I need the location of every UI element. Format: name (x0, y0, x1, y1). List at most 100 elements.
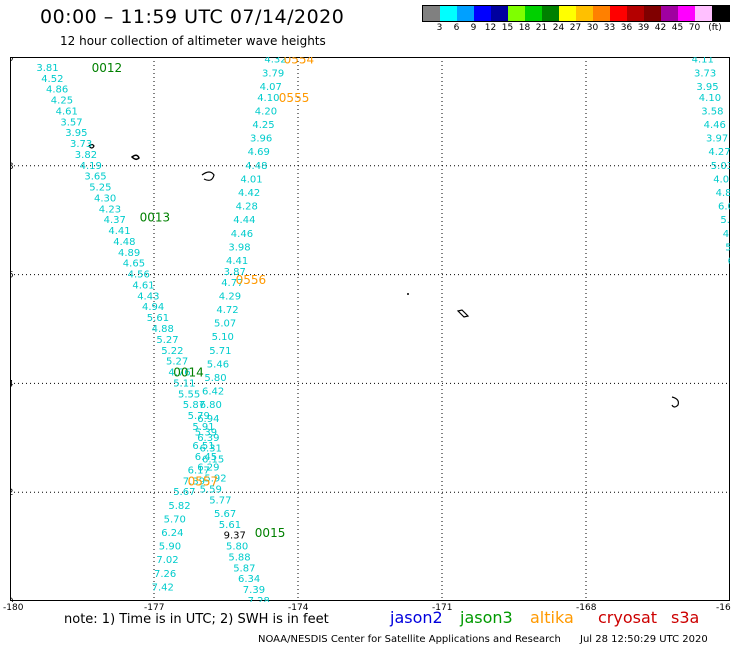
pass-label: 0012 (92, 61, 123, 75)
pass-label: 0014 (173, 366, 204, 380)
altimeter-tracks: 3.814.524.864.254.613.573.953.733.824.19… (36, 57, 730, 602)
generated-timestamp: Jul 28 12:50:29 UTC 2020 (580, 634, 708, 645)
wave-height-value: 5.61 (147, 313, 169, 324)
pass-label: 0557 (188, 474, 219, 488)
colorbar-swatch (695, 6, 712, 21)
wave-height-value: 3.58 (701, 106, 723, 117)
island-outline (201, 171, 215, 181)
wave-height-value: 4.56 (128, 270, 150, 281)
longitude-tick-label: -174 (288, 603, 309, 613)
wave-height-value: 6.15 (202, 455, 224, 466)
wave-height-value: 6.20 (728, 256, 730, 267)
colorbar-swatch (644, 6, 661, 21)
wave-height-value: 4.41 (108, 226, 130, 237)
pass-label: 0555 (279, 91, 310, 105)
colorbar-swatch (440, 6, 457, 21)
colorbar-swatch (457, 6, 474, 21)
colorbar-label: 45 (671, 23, 684, 33)
wave-height-value: 4.11 (692, 57, 714, 66)
colorbar-swatch (627, 6, 644, 21)
wave-height-value: 4.25 (252, 120, 274, 131)
latitude-tick-label: 28 (10, 162, 14, 172)
map-subtitle: 12 hour collection of altimeter wave hei… (60, 34, 326, 48)
track-a: 3.814.524.864.254.613.573.953.733.824.19… (36, 63, 224, 594)
satellite-legend-jason3: jason3 (460, 608, 513, 627)
wave-height-value: 5.25 (89, 183, 111, 194)
wave-height-value: 5.88 (228, 552, 250, 563)
wave-height-value: 4.07 (260, 82, 282, 93)
colorbar-label: 27 (569, 23, 582, 33)
colorbar-label: 18 (518, 23, 531, 33)
colorbar-label: 3 (436, 23, 443, 33)
wave-height-value: 4.37 (104, 215, 126, 226)
wave-height-value: 4.29 (219, 291, 241, 302)
wave-height-value: 3.96 (250, 134, 272, 145)
wave-height-value: 5.07 (214, 319, 236, 330)
wave-height-value: 4.20 (255, 106, 277, 117)
colorbar-swatch (508, 6, 525, 21)
wave-height-value: 5.44 (725, 242, 730, 253)
colorbar-label: 15 (501, 23, 514, 33)
colorbar-swatch (712, 6, 729, 21)
wave-height-value: 5.11 (173, 378, 195, 389)
colorbar-swatch (678, 6, 695, 21)
island-outline (88, 143, 95, 149)
colorbar-label: 24 (552, 23, 565, 33)
wave-height-value: 3.73 (694, 68, 716, 79)
credit-text: NOAA/NESDIS Center for Satellite Applica… (258, 634, 561, 645)
wave-height-value: 3.81 (36, 63, 58, 74)
wave-height-value: 4.52 (41, 74, 63, 85)
wave-height-value: 4.41 (226, 256, 248, 267)
colorbar-swatch (610, 6, 627, 21)
colorbar-label: (ft) (708, 23, 722, 33)
wave-height-value: 5.87 (183, 400, 205, 411)
wave-height-value: 4.44 (233, 215, 255, 226)
wave-height-value: 6.39 (197, 433, 219, 444)
wave-height-value: 4.25 (51, 96, 73, 107)
map-frame (10, 57, 730, 601)
wave-height-value: 5.90 (159, 542, 181, 553)
track-b: 4.32 3.79 4.074.10 4.20 4.25 3.96 4.69 4.48 4.01… (192, 57, 286, 602)
colorbar-label: 30 (586, 23, 599, 33)
wave-height-value: 5.39 (195, 427, 217, 438)
track-c: 4.11 3.73 3.954.10 3.58 4.46 3.97 4.27 5.03 4.08… (692, 57, 730, 267)
wave-height-value: 4.46 (231, 229, 253, 240)
wave-height-value: 5.71 (209, 346, 231, 357)
wave-height-value: 5.79 (720, 215, 730, 226)
latitude-tick-label: 26 (10, 271, 14, 281)
wave-height-value: 5.59 (200, 484, 222, 495)
wave-height-value: 7.02 (156, 555, 178, 566)
island-outline (407, 293, 409, 295)
wave-height-value: 6.94 (197, 414, 219, 425)
wave-height-value: 7.42 (152, 582, 174, 593)
wave-height-value: 5.87 (233, 563, 255, 574)
wave-height-value: 7.26 (154, 569, 176, 580)
wave-height-value: 5.92 (204, 474, 226, 485)
colorbar-label: 9 (470, 23, 477, 33)
wave-height-value: 6.80 (200, 400, 222, 411)
wave-height-value: 3.98 (228, 242, 250, 253)
wave-height-value: 4.86 (716, 188, 730, 199)
colorbar-label: 36 (620, 23, 633, 33)
wave-height-value: 4.61 (132, 280, 154, 291)
wave-height-value: 4.61 (56, 106, 78, 117)
wave-height-value: 4.42 (238, 188, 260, 199)
colorbar-swatch (542, 6, 559, 21)
wave-height-value: 3.65 (84, 172, 106, 183)
wave-height-value: 6.29 (197, 463, 219, 474)
latitude-tick-label: 24 (10, 379, 14, 389)
footer-note: note: 1) Time is in UTC; 2) SWH is in fe… (64, 612, 329, 627)
wave-height-value: 5.61 (219, 520, 241, 531)
colorbar-swatch (525, 6, 542, 21)
wave-height-value: 5.80 (204, 373, 226, 384)
wave-height-value: 6.31 (200, 444, 222, 455)
wave-height-value: 5.10 (212, 332, 234, 343)
latitude-tick-label: 20 (10, 597, 14, 602)
colorbar-label: 39 (637, 23, 650, 33)
wave-height-value: 4.48 (113, 237, 135, 248)
colorbar-label: 70 (688, 23, 701, 33)
satellite-legend-jason2: jason2 (390, 608, 443, 627)
wave-height-value: 4.28 (236, 202, 258, 213)
longitude-tick-label: -168 (576, 603, 597, 613)
latitude-tick-label: 30 (10, 57, 14, 64)
